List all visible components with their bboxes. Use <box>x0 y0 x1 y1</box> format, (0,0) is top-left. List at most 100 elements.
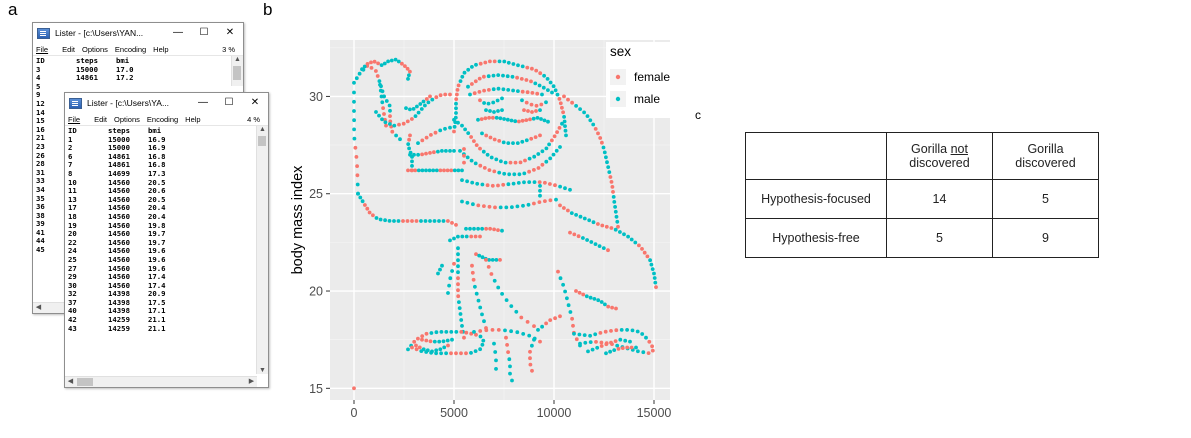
cell-steps: 14560 <box>108 272 130 282</box>
point-male <box>578 214 583 219</box>
close-icon[interactable]: ✕ <box>225 27 235 38</box>
point-female <box>513 160 518 165</box>
point-female <box>459 330 464 334</box>
point-male <box>452 117 456 122</box>
menu-options[interactable]: Options <box>82 44 108 54</box>
file-content[interactable]: ID steps bmi 3 15000 17.0 4 14861 17.2 5 9 12 14 15 16… <box>33 56 243 255</box>
point-male <box>588 333 592 338</box>
point-male <box>480 342 485 347</box>
point-male <box>469 351 473 355</box>
data-row: 40 14398 17.1 <box>68 307 268 316</box>
point-male <box>454 106 458 111</box>
point-male <box>607 170 612 175</box>
cell-steps: 14560 <box>108 254 130 264</box>
cell-bmi: 20.4 <box>148 203 166 213</box>
point-male <box>418 102 423 106</box>
point-male <box>540 324 544 329</box>
cell-bmi: 16.8 <box>148 160 166 170</box>
data-row: 3 15000 17.0 <box>36 65 243 75</box>
point-male <box>466 84 470 89</box>
file-content[interactable]: ID steps bmi 1 15000 16.9 2 15000 16.9 6 14861 16.8… <box>65 126 268 333</box>
minimize-icon[interactable]: — <box>173 27 183 38</box>
point-male <box>510 205 514 210</box>
point-male <box>480 255 485 260</box>
point-male <box>506 182 511 187</box>
point-female <box>428 339 433 344</box>
point-male <box>538 188 542 193</box>
menu-help[interactable]: Help <box>153 44 169 54</box>
menu-options[interactable]: Options <box>114 114 140 124</box>
close-icon[interactable]: ✕ <box>250 97 260 108</box>
point-female <box>448 92 452 97</box>
hscroll-thumb[interactable] <box>77 378 93 386</box>
scroll-up-arrow-icon[interactable]: ▲ <box>259 126 266 133</box>
vertical-scrollbar[interactable]: ▲ <box>231 56 243 86</box>
menu-help[interactable]: Help <box>185 114 201 124</box>
point-male <box>411 107 416 111</box>
menu-file[interactable]: File <box>36 44 49 54</box>
point-male <box>478 305 483 310</box>
minimize-icon[interactable]: — <box>198 97 208 108</box>
point-female <box>599 340 604 345</box>
point-male <box>352 109 356 113</box>
vertical-scrollbar[interactable]: ▲ ▼ <box>256 126 268 374</box>
point-male <box>407 146 411 151</box>
point-male <box>460 74 465 79</box>
horizontal-scrollbar[interactable]: ◀ ▶ <box>65 376 257 387</box>
point-male <box>562 115 566 119</box>
title-bar[interactable]: Lister - [c:\Users\YAN... — ☐ ✕ <box>33 23 243 43</box>
cell-steps: 14560 <box>108 211 130 221</box>
scroll-thumb[interactable] <box>258 136 266 146</box>
scroll-left-arrow-icon[interactable]: ◀ <box>67 378 74 385</box>
point-male <box>473 349 478 353</box>
scroll-down-arrow-icon[interactable]: ▼ <box>259 367 266 374</box>
point-male <box>547 142 551 147</box>
point-male <box>612 200 617 204</box>
scroll-right-arrow-icon[interactable]: ▶ <box>248 378 255 385</box>
point-male <box>648 258 652 263</box>
maximize-icon[interactable]: ☐ <box>224 97 234 108</box>
data-row: 14 <box>36 108 243 118</box>
point-male <box>437 339 442 344</box>
maximize-icon[interactable]: ☐ <box>199 27 209 38</box>
point-male <box>456 264 460 269</box>
point-male <box>605 160 609 165</box>
point-male <box>452 168 457 173</box>
point-female <box>610 305 614 310</box>
data-row: 30 14560 17.4 <box>68 281 268 291</box>
menu-encoding[interactable]: Encoding <box>146 114 179 124</box>
point-female <box>408 69 412 74</box>
menu-edit[interactable]: Edit <box>94 114 108 124</box>
point-female <box>614 306 618 311</box>
cell-bmi: 21.1 <box>148 323 166 333</box>
point-female <box>614 328 619 333</box>
cell-id: 37 <box>68 297 77 307</box>
point-male <box>406 142 411 146</box>
menu-file[interactable]: File <box>68 114 81 124</box>
bmi-steps-scatter-plot: 05000100001500015202530stepsbody mass in… <box>290 40 686 420</box>
scroll-up-arrow-icon[interactable]: ▲ <box>234 56 241 63</box>
scroll-thumb[interactable] <box>233 66 241 80</box>
cell-id: 19 <box>68 220 77 230</box>
scroll-left-arrow-icon[interactable]: ◀ <box>35 304 42 311</box>
point-female <box>442 168 446 173</box>
menu-bar: File Edit Options Encoding Help 4 % <box>65 113 268 126</box>
point-female <box>401 121 406 126</box>
menu-edit[interactable]: Edit <box>62 44 76 54</box>
lister-window-front[interactable]: Lister - [c:\Users\YA... — ☐ ✕ File Edit… <box>64 92 269 388</box>
point-female <box>552 134 557 139</box>
point-female <box>557 97 562 101</box>
point-male <box>564 133 568 138</box>
cell-id: 44 <box>36 236 45 246</box>
cell-id: 7 <box>68 160 73 170</box>
point-female <box>608 175 613 179</box>
title-bar[interactable]: Lister - [c:\Users\YA... — ☐ ✕ <box>65 93 268 113</box>
x-tick-label: 15000 <box>637 406 672 420</box>
data-row: 19 14560 19.8 <box>68 220 268 231</box>
data-row: 27 14560 19.6 <box>68 264 268 274</box>
menu-encoding[interactable]: Encoding <box>114 44 147 54</box>
point-female <box>484 258 488 262</box>
point-male <box>546 119 550 124</box>
point-male <box>497 170 502 175</box>
point-male <box>652 271 656 276</box>
